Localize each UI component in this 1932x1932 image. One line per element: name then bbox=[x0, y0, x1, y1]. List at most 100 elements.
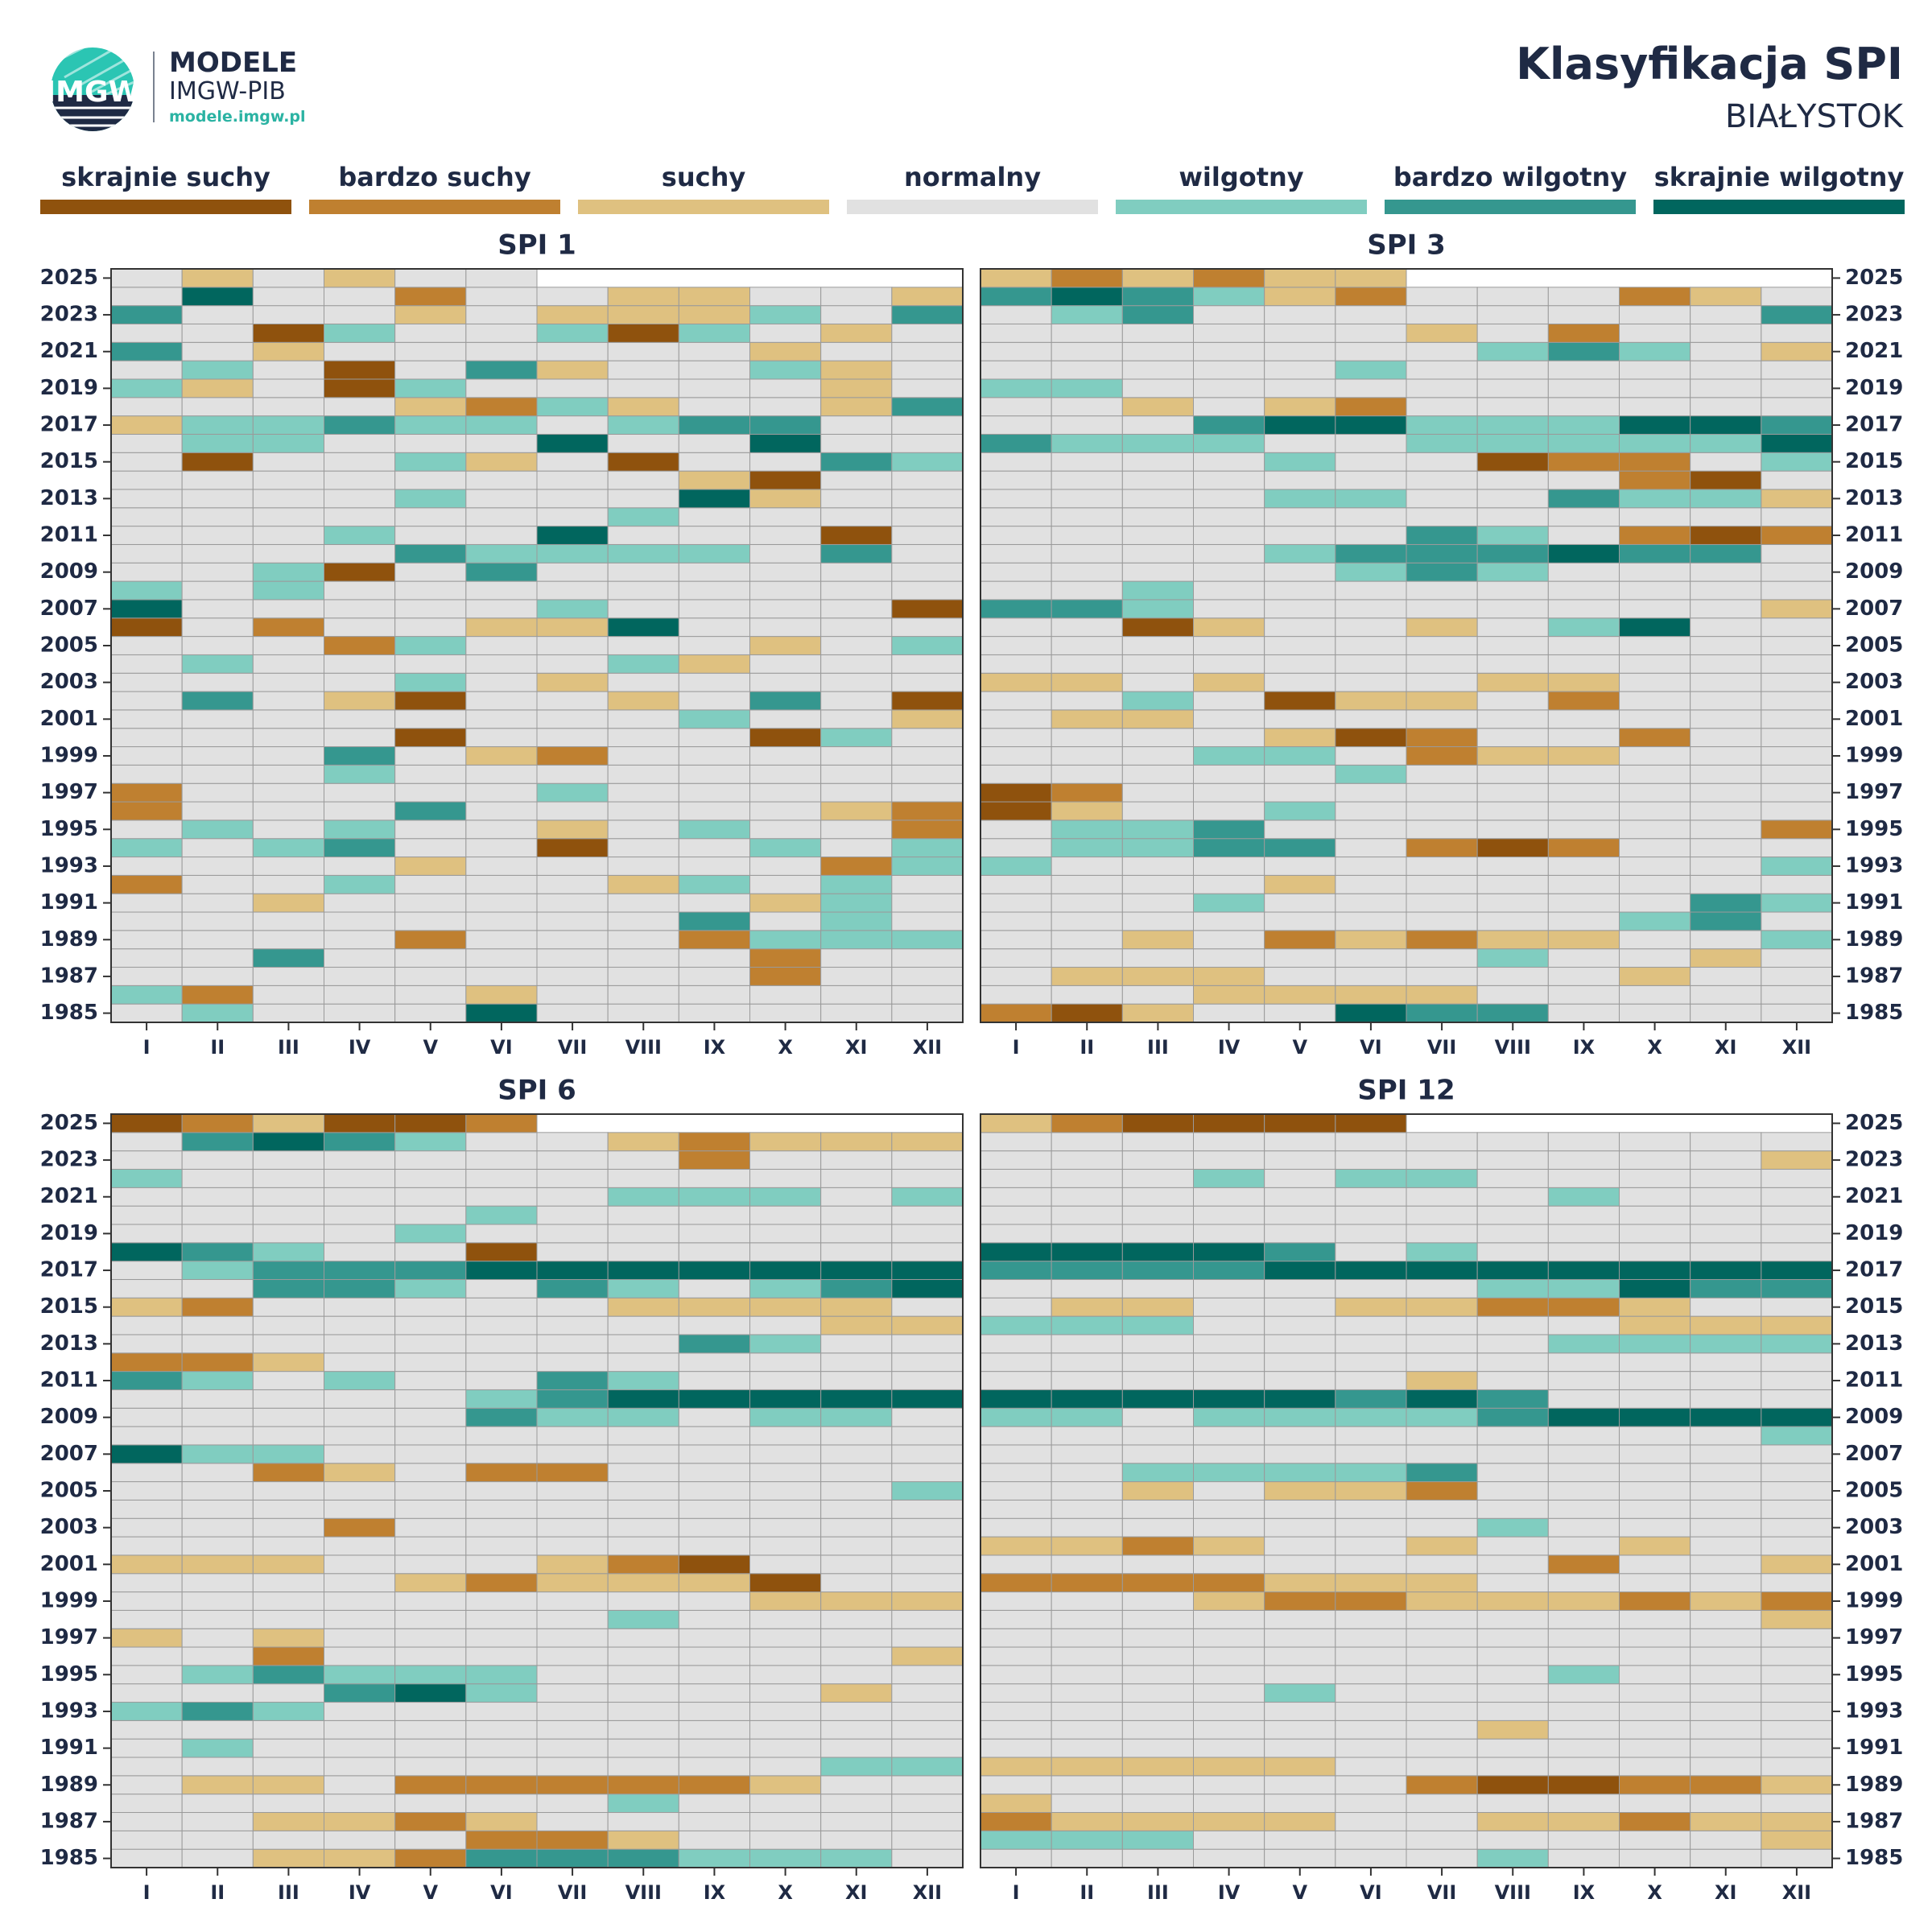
heatmap-cell bbox=[324, 562, 396, 582]
heatmap-cell bbox=[181, 1646, 254, 1666]
heatmap-cell bbox=[1690, 1334, 1762, 1354]
heatmap-cell bbox=[110, 948, 183, 968]
heatmap-cell bbox=[1761, 1205, 1833, 1225]
heatmap-cell bbox=[749, 874, 822, 894]
heatmap-cell bbox=[110, 838, 183, 858]
heatmap-cell bbox=[110, 1334, 183, 1354]
heatmap-cell bbox=[891, 691, 964, 711]
heatmap-cell bbox=[1761, 397, 1833, 417]
heatmap-cell bbox=[1264, 1848, 1336, 1868]
heatmap-cell bbox=[1406, 1775, 1478, 1795]
heatmap-cell bbox=[1476, 1848, 1549, 1868]
heatmap-cell bbox=[1690, 967, 1762, 986]
heatmap-cell bbox=[1547, 1463, 1620, 1483]
heatmap-cell bbox=[324, 1757, 396, 1777]
y-tick-label: 2023 bbox=[40, 1148, 98, 1172]
heatmap-cell bbox=[1619, 782, 1691, 803]
heatmap-cell bbox=[110, 691, 183, 711]
heatmap-cell bbox=[394, 360, 467, 380]
y-tick-label: 1987 bbox=[1845, 1809, 1903, 1833]
heatmap-cell bbox=[1761, 1738, 1833, 1758]
heatmap-cell bbox=[1476, 746, 1549, 766]
heatmap-cell bbox=[891, 930, 964, 950]
y-tick-label: 2015 bbox=[1845, 449, 1903, 473]
heatmap-cell bbox=[1193, 1168, 1265, 1188]
heatmap-cell bbox=[891, 415, 964, 435]
heatmap-cell bbox=[891, 893, 964, 913]
heatmap-cell bbox=[1051, 1757, 1123, 1777]
heatmap-cell bbox=[1121, 1297, 1195, 1317]
heatmap-cell bbox=[607, 1315, 679, 1335]
heatmap-cell bbox=[394, 1609, 467, 1629]
heatmap-cell bbox=[1476, 1426, 1549, 1446]
heatmap-cell bbox=[607, 1738, 679, 1758]
heatmap-cell bbox=[1264, 764, 1336, 784]
heatmap-cell bbox=[749, 1830, 822, 1850]
heatmap-cell bbox=[1051, 1224, 1123, 1244]
heatmap-cell bbox=[1476, 1334, 1549, 1354]
heatmap-cell bbox=[1335, 1444, 1407, 1464]
heatmap-cell bbox=[1264, 1132, 1336, 1152]
heatmap-cell bbox=[1406, 1757, 1478, 1777]
heatmap-cell bbox=[1051, 691, 1123, 711]
x-tick-label: VI bbox=[490, 1881, 513, 1904]
heatmap-cell bbox=[252, 378, 325, 398]
heatmap-cell bbox=[324, 1794, 396, 1814]
heatmap-cell bbox=[1690, 1205, 1762, 1225]
heatmap-cell bbox=[181, 728, 254, 748]
heatmap-cell bbox=[1619, 378, 1691, 398]
heatmap-cell bbox=[465, 1536, 538, 1556]
heatmap-cell bbox=[980, 580, 1052, 601]
heatmap-cell bbox=[394, 1407, 467, 1427]
heatmap-cell bbox=[110, 1463, 183, 1483]
heatmap-cell bbox=[891, 782, 964, 803]
heatmap-cell bbox=[1619, 1481, 1691, 1501]
heatmap-cell bbox=[607, 1719, 679, 1740]
heatmap-cell bbox=[110, 1407, 183, 1427]
heatmap-cell bbox=[465, 1113, 538, 1133]
heatmap-cell bbox=[1264, 1463, 1336, 1483]
y-tick-label: 1987 bbox=[40, 1809, 98, 1833]
heatmap-cell bbox=[536, 433, 609, 453]
heatmap-cell bbox=[536, 1426, 609, 1446]
heatmap-cell bbox=[536, 728, 609, 748]
heatmap-cell bbox=[1690, 378, 1762, 398]
heatmap-cell bbox=[252, 672, 325, 692]
x-tick-label: III bbox=[278, 1036, 299, 1059]
heatmap-cell bbox=[1761, 1297, 1833, 1317]
heatmap-cell bbox=[1193, 967, 1265, 986]
heatmap-cell bbox=[980, 1113, 1052, 1133]
heatmap-cell bbox=[1193, 893, 1265, 913]
heatmap-cell bbox=[1335, 893, 1407, 913]
heatmap-cell bbox=[110, 1591, 183, 1611]
heatmap-cell bbox=[536, 1389, 609, 1409]
heatmap-cell bbox=[181, 838, 254, 858]
heatmap-cell bbox=[891, 1444, 964, 1464]
heatmap-cell bbox=[181, 672, 254, 692]
heatmap-cell bbox=[1406, 415, 1478, 435]
heatmap-cell bbox=[1193, 948, 1265, 968]
heatmap-cell bbox=[749, 323, 822, 343]
heatmap-cell bbox=[607, 1205, 679, 1225]
heatmap-cell bbox=[1121, 819, 1195, 840]
heatmap-cell bbox=[394, 415, 467, 435]
heatmap-cell bbox=[1547, 1812, 1620, 1831]
heatmap-cell bbox=[1476, 1830, 1549, 1850]
heatmap-cell bbox=[678, 526, 750, 545]
heatmap-cell bbox=[1193, 857, 1265, 876]
heatmap-cell bbox=[820, 1132, 893, 1152]
heatmap-cell bbox=[181, 1517, 254, 1538]
heatmap-cell bbox=[678, 1297, 750, 1317]
heatmap-cell bbox=[252, 1278, 325, 1298]
x-tick-label: V bbox=[1292, 1036, 1307, 1059]
heatmap-cell bbox=[1406, 1150, 1478, 1170]
heatmap-cell bbox=[1547, 636, 1620, 655]
heatmap-cell bbox=[891, 1775, 964, 1795]
heatmap-cell bbox=[1193, 1371, 1265, 1390]
heatmap-cell bbox=[1335, 746, 1407, 766]
heatmap-cell bbox=[678, 1812, 750, 1831]
heatmap-cell bbox=[1619, 1536, 1691, 1556]
heatmap-cell bbox=[678, 857, 750, 876]
heatmap-cell bbox=[181, 1334, 254, 1354]
heatmap-cell bbox=[465, 1187, 538, 1207]
